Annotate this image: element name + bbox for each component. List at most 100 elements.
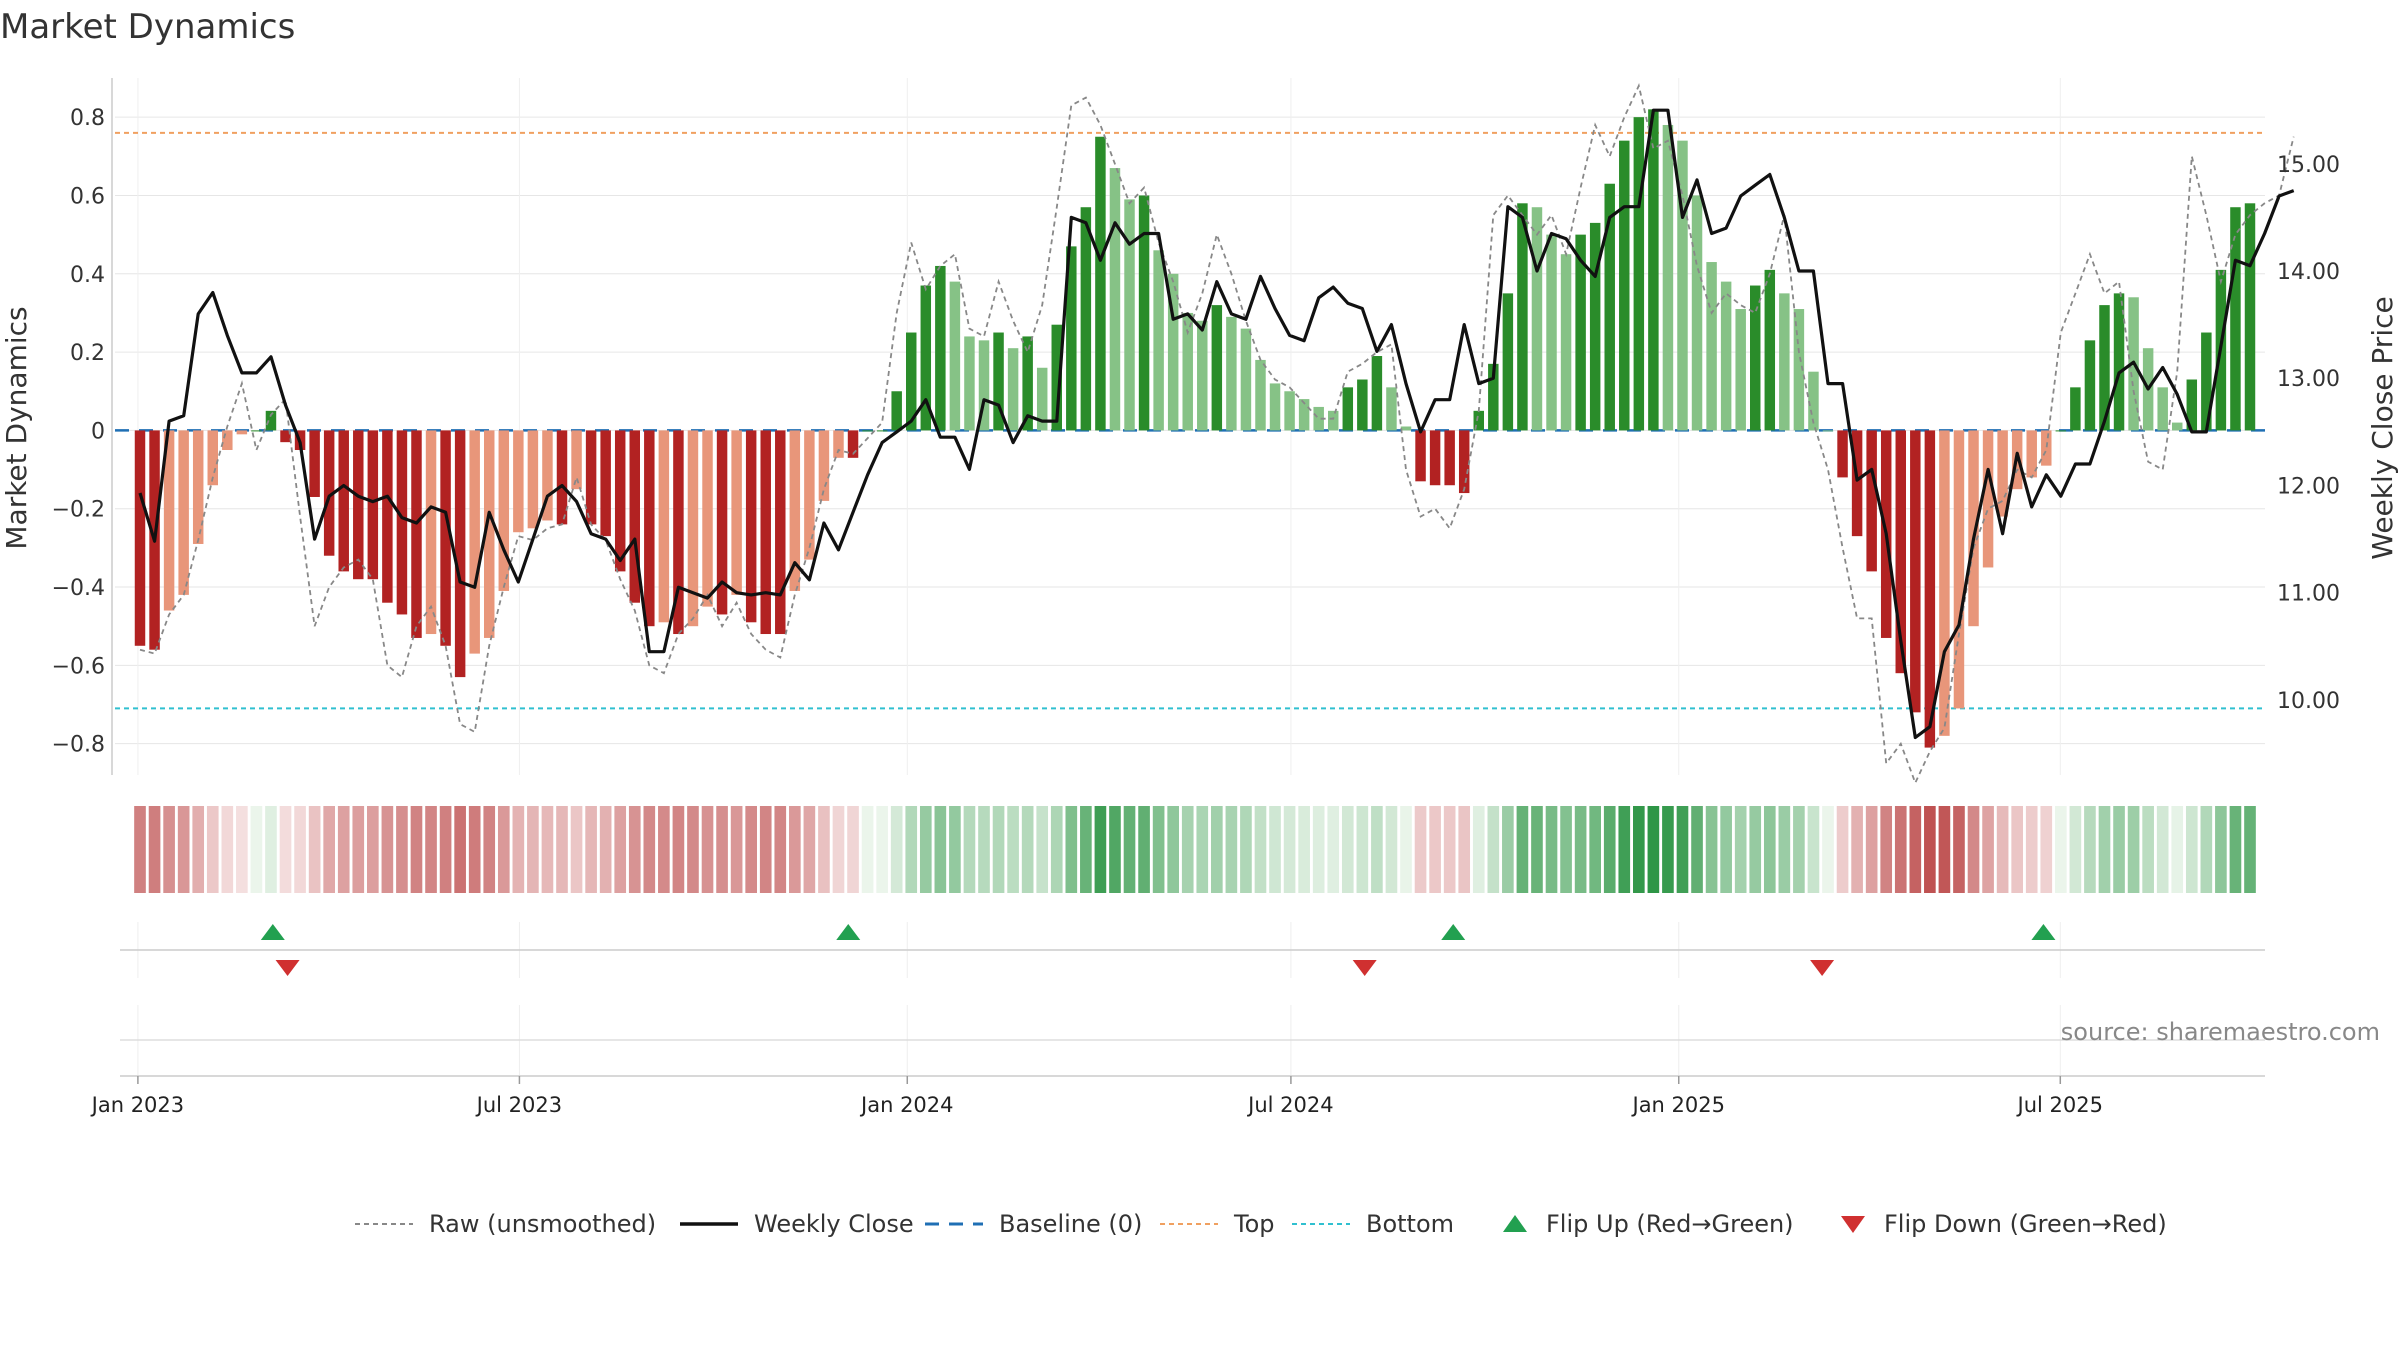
dynamics-bar (265, 410, 277, 431)
heat-cell (1633, 806, 1645, 893)
dynamics-bar (833, 430, 844, 458)
heat-cell (803, 806, 816, 893)
heat-cell (1647, 806, 1660, 893)
dynamics-bar (1182, 312, 1193, 431)
dynamics-bar (600, 430, 611, 537)
dynamics-bar (1546, 234, 1557, 431)
dynamics-bar (993, 332, 1004, 431)
dynamics-bar (1458, 430, 1470, 494)
heat-cell (1196, 806, 1209, 893)
dynamics-bar (207, 430, 218, 486)
dynamics-bar (178, 430, 189, 595)
heat-cell (2055, 806, 2067, 893)
dynamics-bar (309, 430, 320, 497)
dynamics-bar (1735, 309, 1746, 431)
dynamics-bar (1473, 410, 1484, 431)
dynamics-bar (382, 430, 393, 603)
dynamics-bar (673, 430, 684, 635)
dynamics-bar (1036, 367, 1048, 431)
dynamics-bar (498, 430, 510, 591)
dynamics-bar (876, 430, 888, 432)
heat-cell (2185, 806, 2198, 893)
heat-cell (1953, 806, 1965, 893)
dynamics-bar (1269, 383, 1281, 431)
dynamics-bar (1313, 406, 1324, 431)
heat-cell (1807, 806, 1820, 893)
dynamics-bar (1808, 371, 1819, 431)
heat-cell (1400, 806, 1412, 893)
dynamics-bar (1910, 430, 1921, 713)
heat-cell (1356, 806, 1369, 893)
dynamics-bar (2201, 332, 2212, 431)
dynamics-bar (513, 430, 524, 533)
heat-cell (1050, 806, 1063, 893)
y2-axis-label: Weekly Close Price (2366, 296, 2399, 559)
x-tick-label: Jan 2025 (1631, 1093, 1726, 1117)
heat-cell (890, 806, 903, 893)
dynamics-bar (745, 430, 757, 623)
heat-cell (934, 806, 947, 893)
heat-cell (2025, 806, 2038, 893)
dynamics-bar (629, 430, 640, 603)
heat-cell (2244, 806, 2256, 893)
heat-cell (1443, 806, 1456, 893)
heat-cell (556, 806, 568, 893)
y2-tick-label: 10.00 (2277, 689, 2340, 714)
dynamics-bar (847, 430, 859, 458)
dynamics-bar (644, 430, 655, 627)
heat-cell (134, 806, 146, 893)
y2-tick-label: 15.00 (2277, 153, 2340, 178)
y2-tick-label: 12.00 (2277, 474, 2340, 499)
dynamics-bar (1167, 273, 1179, 431)
heat-cell (1880, 806, 1893, 893)
y-tick-label: 0.2 (70, 341, 105, 366)
dynamics-bar (1968, 430, 1979, 627)
x-axis-panel: Jan 2023 Jul 2023 Jan 2024 Jul 2024 Jan 2025… (90, 1005, 2265, 1117)
heat-cell (905, 806, 918, 893)
dynamics-bar (527, 430, 539, 529)
heat-cell (1691, 806, 1703, 893)
heat-cell (730, 806, 743, 893)
dynamics-bar (1429, 430, 1441, 486)
heat-cell (1007, 806, 1019, 893)
heat-cell (1545, 806, 1558, 893)
dynamics-bar (731, 430, 742, 595)
heat-cell (206, 806, 219, 893)
heat-cell (279, 806, 292, 893)
heat-cell (1167, 806, 1179, 893)
heat-cell (978, 806, 990, 893)
y2-axis-ticks: 15.00 14.00 13.00 12.00 11.00 10.00 (2277, 153, 2340, 714)
dynamics-bar (978, 340, 990, 431)
dynamics-bar (1866, 430, 1877, 572)
dynamics-bar (760, 430, 771, 635)
dynamics-bar (1997, 430, 2008, 517)
heat-cell (1749, 806, 1762, 893)
heat-cell (1341, 806, 1354, 893)
dynamics-bar (920, 285, 932, 431)
dynamics-bar (1619, 140, 1630, 431)
dynamics-bar (1298, 399, 1310, 431)
heat-cell (483, 806, 496, 893)
dynamics-bar (1793, 309, 1805, 431)
dynamics-bar (2070, 387, 2081, 431)
dynamics-bar (1444, 430, 1455, 486)
dynamics-bar (134, 430, 146, 646)
flip-up-marker (260, 924, 285, 940)
y-tick-label: 0 (91, 419, 105, 444)
heat-cell (192, 806, 205, 893)
heat-cell (1909, 806, 1922, 893)
heat-cell (789, 806, 801, 893)
y-tick-label: −0.8 (52, 733, 105, 758)
y2-tick-label: 11.00 (2277, 582, 2340, 607)
flip-down-marker (1810, 960, 1835, 976)
dynamics-bar (1779, 293, 1790, 431)
heat-cell (1458, 806, 1471, 893)
flip-up-marker (836, 924, 861, 940)
heat-cell (2098, 806, 2111, 893)
heat-cell (1705, 806, 1718, 893)
heat-cell (1996, 806, 2009, 893)
heat-cell (396, 806, 408, 893)
legend-item-flip-down: Flip Down (Green→Red) (1841, 1210, 2167, 1238)
dynamics-bar (1109, 168, 1121, 431)
